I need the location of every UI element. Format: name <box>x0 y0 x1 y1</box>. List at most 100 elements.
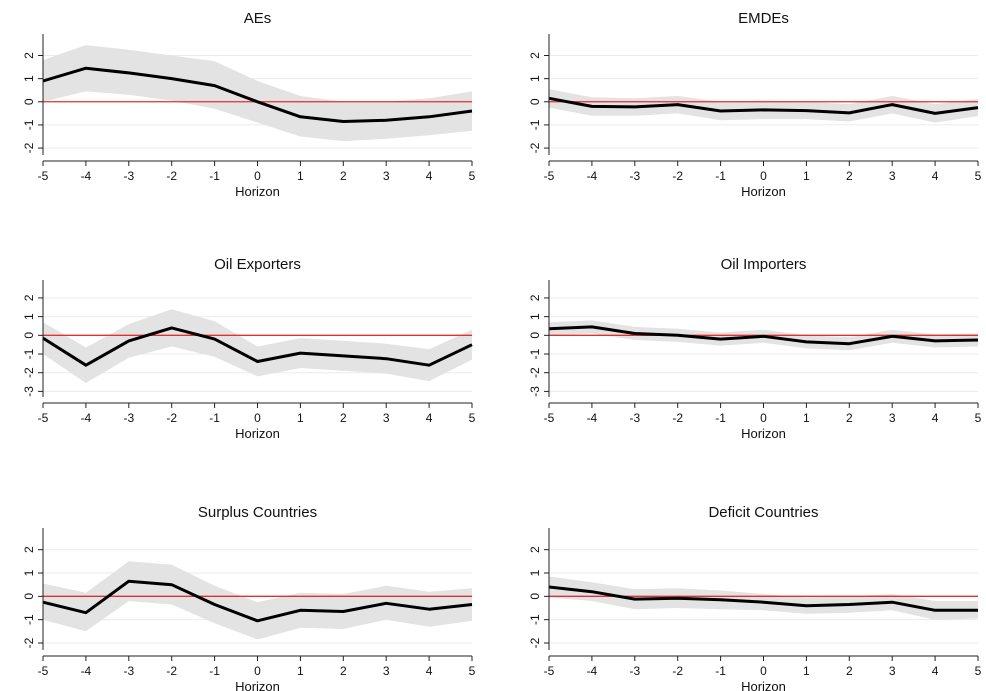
x-tick-label: -3 <box>123 169 134 183</box>
panel-title: AEs <box>244 10 272 27</box>
x-tick-label: 1 <box>803 664 810 678</box>
x-tick-label: -5 <box>38 411 49 425</box>
x-axis-label: Horizon <box>741 426 786 441</box>
estimate-line <box>548 585 978 612</box>
x-tick-label: -1 <box>715 169 726 183</box>
y-tick-label: 2 <box>528 546 542 553</box>
x-axis-label: Horizon <box>235 679 280 691</box>
x-tick-label: 4 <box>932 411 939 425</box>
x-tick-label: -4 <box>81 664 92 678</box>
y-tick-label: 1 <box>22 75 36 82</box>
chart-panel: EMDEs -2 -1 0 1 2 -5 -4 -3 -2 -1 0 1 2 3 4 5 Horizon <box>528 10 982 199</box>
x-tick-label: 4 <box>426 169 433 183</box>
x-tick-label: 5 <box>975 169 982 183</box>
x-tick-label: -3 <box>629 664 640 678</box>
y-tick-label: 0 <box>22 98 36 105</box>
x-tick-label: -4 <box>587 664 598 678</box>
x-tick-label: -4 <box>587 411 598 425</box>
y-tick-label: -2 <box>528 142 542 153</box>
x-tick-label: -2 <box>672 411 683 425</box>
x-tick-label: 1 <box>297 411 304 425</box>
panel-title: EMDEs <box>738 10 789 27</box>
y-tick-label: -2 <box>528 637 542 648</box>
y-tick-label: -1 <box>22 614 36 625</box>
x-tick-label: 3 <box>889 664 896 678</box>
y-tick-label: 2 <box>528 52 542 59</box>
y-tick-label: -1 <box>22 119 36 130</box>
y-tick-label: 0 <box>528 98 542 105</box>
x-tick-label: 0 <box>254 664 261 678</box>
x-tick-label: 5 <box>469 664 476 678</box>
x-axis-label: Horizon <box>235 184 280 199</box>
x-tick-label: -2 <box>166 411 177 425</box>
confidence-band <box>549 576 978 620</box>
x-tick-label: -4 <box>81 169 92 183</box>
estimate-line <box>42 326 473 367</box>
x-tick-label: 3 <box>889 169 896 183</box>
x-tick-label: -5 <box>38 169 49 183</box>
x-axis-label: Horizon <box>741 184 786 199</box>
chart-panel: AEs -2 -1 0 1 2 -5 -4 -3 -2 -1 0 1 2 3 4 5 Horizon <box>22 10 476 199</box>
x-tick-label: -5 <box>544 411 555 425</box>
y-tick-label: 1 <box>528 569 542 576</box>
x-tick-label: 2 <box>340 411 347 425</box>
x-tick-label: -2 <box>672 664 683 678</box>
x-tick-label: 5 <box>975 664 982 678</box>
y-tick-label: -3 <box>528 386 542 397</box>
x-tick-label: 2 <box>340 664 347 678</box>
x-tick-label: 5 <box>975 411 982 425</box>
panel-title: Oil Exporters <box>214 256 301 273</box>
y-tick-label: 2 <box>22 52 36 59</box>
x-tick-label: 3 <box>383 664 390 678</box>
y-tick-label: -2 <box>22 637 36 648</box>
y-tick-label: -3 <box>22 386 36 397</box>
x-tick-label: -5 <box>544 169 555 183</box>
y-tick-label: -2 <box>22 367 36 378</box>
y-tick-label: 1 <box>22 569 36 576</box>
chart-panel: Surplus Countries -2 -1 0 1 2 -5 -4 -3 -2 -1 0 1 2 3 4 5… <box>22 504 476 691</box>
x-tick-label: -1 <box>209 411 220 425</box>
estimate-line <box>42 66 473 123</box>
x-tick-label: -1 <box>209 664 220 678</box>
x-tick-label: 2 <box>846 169 853 183</box>
y-tick-label: -1 <box>22 348 36 359</box>
y-tick-label: 0 <box>528 593 542 600</box>
x-tick-label: 0 <box>760 411 767 425</box>
x-tick-label: 0 <box>760 664 767 678</box>
x-tick-label: -3 <box>629 169 640 183</box>
x-tick-label: -3 <box>629 411 640 425</box>
x-tick-label: -4 <box>81 411 92 425</box>
y-tick-label: -1 <box>528 348 542 359</box>
y-tick-label: 0 <box>22 593 36 600</box>
x-tick-label: -1 <box>209 169 220 183</box>
x-tick-label: 4 <box>932 169 939 183</box>
x-tick-label: -1 <box>715 411 726 425</box>
x-tick-label: -3 <box>123 664 134 678</box>
chart-panel: Oil Exporters -3 -2 -1 0 1 2 -5 -4 -3 -2 -1 0 1 2 3 4 5 Ho… <box>22 256 476 441</box>
x-tick-label: 4 <box>426 664 433 678</box>
x-tick-label: -2 <box>166 664 177 678</box>
x-tick-label: -1 <box>715 664 726 678</box>
x-tick-label: 2 <box>340 169 347 183</box>
x-tick-label: -2 <box>672 169 683 183</box>
x-axis-label: Horizon <box>235 426 280 441</box>
x-tick-label: 1 <box>297 169 304 183</box>
confidence-band <box>43 561 472 640</box>
x-tick-label: 3 <box>889 411 896 425</box>
panel-title: Deficit Countries <box>708 504 818 521</box>
y-tick-label: -2 <box>528 367 542 378</box>
y-tick-label: 2 <box>528 294 542 301</box>
panel-title: Oil Importers <box>721 256 807 273</box>
x-tick-label: 0 <box>760 169 767 183</box>
estimate-line <box>548 96 979 115</box>
y-tick-label: 1 <box>528 75 542 82</box>
y-tick-label: 2 <box>22 294 36 301</box>
x-tick-label: 1 <box>297 664 304 678</box>
y-tick-label: -2 <box>22 142 36 153</box>
x-tick-label: 0 <box>254 411 261 425</box>
y-tick-label: 1 <box>22 313 36 320</box>
confidence-band <box>43 45 472 142</box>
x-tick-label: -4 <box>587 169 598 183</box>
x-tick-label: 1 <box>803 169 810 183</box>
